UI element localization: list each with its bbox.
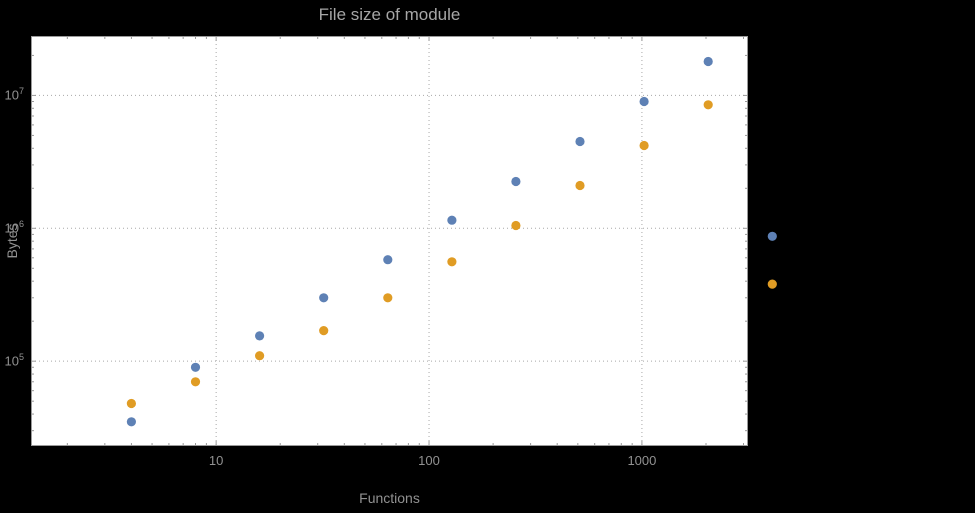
x-axis-label: Functions: [359, 490, 420, 506]
data-point-series-1: [447, 215, 457, 225]
data-point-series-1: [319, 293, 329, 303]
data-point-series-1: [255, 331, 265, 341]
data-point-series-1: [575, 136, 585, 147]
data-point-series-1: [639, 96, 649, 107]
data-point-series-1: [190, 362, 201, 372]
data-point-series-2: [767, 279, 777, 289]
data-point-series-1: [511, 176, 521, 187]
x-tick-label: 100: [418, 453, 440, 468]
data-point-series-2: [126, 398, 136, 409]
data-point-series-1: [126, 417, 136, 427]
data-point-series-2: [255, 351, 265, 361]
data-point-series-1: [383, 255, 393, 265]
data-point-series-2: [383, 293, 393, 303]
data-point-series-2: [447, 257, 457, 267]
data-point-series-2: [190, 377, 201, 387]
plot-area: [31, 36, 748, 446]
x-tick-label: 1000: [627, 453, 657, 468]
data-point-series-2: [703, 100, 713, 110]
y-tick-label: 107: [4, 86, 24, 103]
y-tick-label: 106: [4, 219, 24, 236]
data-point-series-1: [767, 231, 777, 241]
data-point-series-2: [511, 220, 521, 231]
data-point-series-2: [319, 326, 329, 336]
chart-title: File size of module: [318, 5, 461, 24]
x-tick-label: 10: [208, 453, 224, 468]
data-point-series-1: [703, 56, 713, 67]
y-tick-label: 105: [4, 352, 24, 369]
data-point-series-2: [575, 180, 585, 191]
data-point-series-2: [639, 140, 649, 151]
